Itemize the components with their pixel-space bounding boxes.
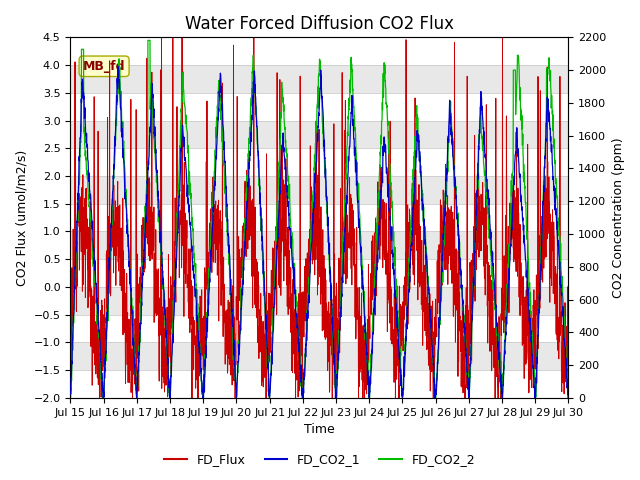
Bar xyxy=(70,231,568,259)
Bar xyxy=(70,176,568,204)
Bar xyxy=(70,120,568,148)
Y-axis label: CO2 Concentration (ppm): CO2 Concentration (ppm) xyxy=(612,137,625,298)
Title: Water Forced Diffusion CO2 Flux: Water Forced Diffusion CO2 Flux xyxy=(185,15,454,33)
Legend: FD_Flux, FD_CO2_1, FD_CO2_2: FD_Flux, FD_CO2_1, FD_CO2_2 xyxy=(159,448,481,471)
Bar xyxy=(70,65,568,93)
Bar xyxy=(70,287,568,315)
Bar xyxy=(70,342,568,370)
Text: MB_fd: MB_fd xyxy=(83,60,125,73)
Y-axis label: CO2 Flux (umol/m2/s): CO2 Flux (umol/m2/s) xyxy=(15,149,28,286)
X-axis label: Time: Time xyxy=(304,423,335,436)
